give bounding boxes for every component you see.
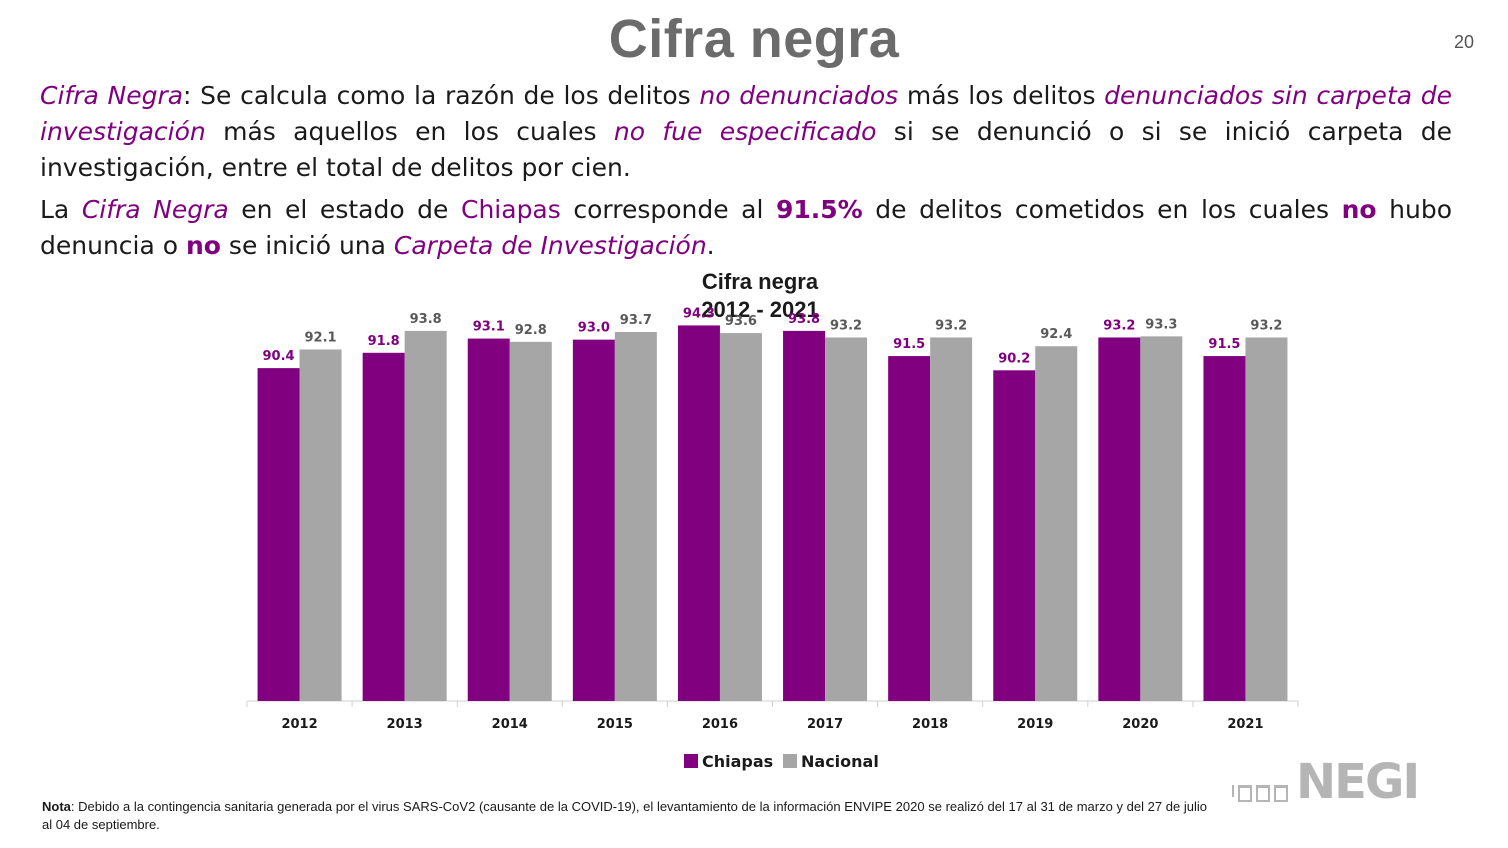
term-no-denunciados: no denunciados xyxy=(699,81,899,110)
text-segment: La xyxy=(40,195,82,224)
bar-chiapas xyxy=(1203,356,1246,701)
bar-nacional xyxy=(299,349,342,701)
definition-paragraph: Cifra Negra: Se calcula como la razón de… xyxy=(40,78,1452,186)
summary-paragraph: La Cifra Negra en el estado de Chiapas c… xyxy=(40,192,1452,264)
data-label: 93.8 xyxy=(410,312,442,327)
x-tick-label: 2015 xyxy=(597,717,633,732)
bar-nacional xyxy=(719,333,762,701)
legend-swatch xyxy=(783,754,797,768)
footnote: Nota: Debido a la contingencia sanitaria… xyxy=(42,798,1207,834)
bar-chiapas xyxy=(257,368,300,701)
data-label: 93.1 xyxy=(473,320,505,335)
highlight-no: no xyxy=(185,231,221,260)
page-number: 20 xyxy=(1453,32,1474,52)
legend-swatch xyxy=(684,754,698,768)
x-tick-label: 2017 xyxy=(807,717,843,732)
data-label: 93.8 xyxy=(788,312,820,327)
text-segment: más aquellos en los cuales xyxy=(205,117,614,146)
data-label: 93.0 xyxy=(578,321,610,336)
term-no-especificado: no fue especificado xyxy=(613,117,877,146)
x-tick-label: 2012 xyxy=(281,717,317,732)
data-label: 93.3 xyxy=(1145,317,1177,332)
footnote-text: : Debido a la contingencia sanitaria gen… xyxy=(42,799,1207,832)
x-tick-label: 2016 xyxy=(702,717,738,732)
data-label: 93.2 xyxy=(935,318,967,333)
data-label: 92.1 xyxy=(305,331,337,346)
data-label: 91.5 xyxy=(893,337,925,352)
x-tick-label: 2014 xyxy=(492,717,528,732)
text-segment: en el estado de xyxy=(228,195,461,224)
x-tick-label: 2020 xyxy=(1122,717,1158,732)
bar-chiapas xyxy=(783,330,826,701)
data-label: 91.5 xyxy=(1208,337,1240,352)
bar-chiapas xyxy=(888,356,931,701)
x-tick-label: 2013 xyxy=(387,717,423,732)
logo-marks-icon xyxy=(1232,785,1288,802)
bar-nacional xyxy=(509,341,552,701)
text-segment: más los delitos xyxy=(898,81,1105,110)
slide-title: Cifra negra xyxy=(608,9,900,69)
bar-nacional xyxy=(1245,337,1288,701)
term-cifra-negra: Cifra Negra xyxy=(81,195,229,224)
bar-nacional xyxy=(930,337,973,701)
data-label: 92.4 xyxy=(1040,327,1072,342)
bar-chiapas xyxy=(677,325,720,701)
bar-nacional xyxy=(614,331,657,701)
logo-text: NEGI xyxy=(1296,754,1420,810)
chart-subtitle: 2012 - 2021 xyxy=(701,297,819,322)
chart-title: Cifra negra xyxy=(701,269,819,294)
inegi-logo: NEGI xyxy=(1232,754,1420,810)
data-label: 90.4 xyxy=(263,349,295,364)
bar-nacional xyxy=(404,330,447,701)
data-label: 94.3 xyxy=(683,306,715,321)
bar-chiapas xyxy=(362,352,405,701)
bar-chiapas xyxy=(467,338,510,701)
data-label: 93.6 xyxy=(725,314,757,329)
legend-label: Chiapas xyxy=(702,752,773,771)
term-denunciados-sin-carpeta: denunciados sin carpeta de investigación xyxy=(40,81,1452,146)
text-segment: se inició una xyxy=(220,231,394,260)
data-label: 93.2 xyxy=(830,318,862,333)
text-segment: : Se calcula como la razón de los delito… xyxy=(183,81,700,110)
text-segment: corresponde al xyxy=(560,195,776,224)
highlight-percent: 91.5% xyxy=(775,195,863,224)
term-cifra-negra: Cifra Negra xyxy=(40,81,184,110)
text-segment: . xyxy=(706,231,715,260)
highlight-no: no xyxy=(1341,195,1377,224)
bar-nacional xyxy=(1140,336,1183,701)
data-label: 91.8 xyxy=(368,334,400,349)
footnote-label: Nota xyxy=(42,799,71,814)
x-tick-label: 2021 xyxy=(1227,717,1263,732)
legend-label: Nacional xyxy=(801,752,879,771)
text-segment: si se denunció o si se inició carpeta de… xyxy=(40,117,1452,182)
bar-chiapas xyxy=(572,339,615,701)
data-label: 93.7 xyxy=(620,313,652,328)
bar-nacional xyxy=(825,337,868,701)
bar-chiapas xyxy=(1098,337,1141,701)
data-label: 90.2 xyxy=(998,351,1030,366)
x-tick-label: 2019 xyxy=(1017,717,1053,732)
bar-nacional xyxy=(1035,346,1078,701)
bar-chiapas xyxy=(993,370,1036,701)
data-label: 93.2 xyxy=(1250,318,1282,333)
term-carpeta-investigacion: Carpeta de Investigación xyxy=(393,231,707,260)
data-label: 92.8 xyxy=(515,323,547,338)
x-tick-label: 2018 xyxy=(912,717,948,732)
term-chiapas: Chiapas xyxy=(461,195,561,224)
text-segment: de delitos cometidos en los cuales xyxy=(862,195,1342,224)
text-segment: hubo denuncia o xyxy=(40,195,1452,260)
data-label: 93.2 xyxy=(1103,318,1135,333)
